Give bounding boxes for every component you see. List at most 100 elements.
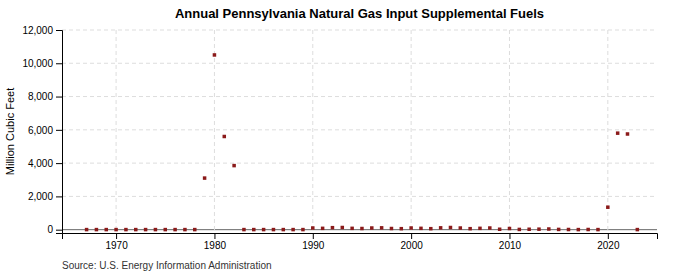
- grid-line-y: [62, 196, 657, 197]
- point: [390, 227, 394, 231]
- tick-mark: [56, 97, 62, 98]
- point: [105, 228, 109, 232]
- tick-label: 2,000: [28, 191, 53, 202]
- tick-label: 0: [47, 224, 53, 235]
- points: [85, 53, 639, 231]
- grid-line-y: [62, 129, 657, 130]
- grid-line-y: [62, 163, 657, 164]
- tick: 1990: [302, 233, 325, 251]
- point: [242, 228, 246, 232]
- point: [557, 228, 561, 232]
- tick: 2000: [401, 233, 424, 251]
- point: [173, 228, 177, 232]
- point: [341, 226, 345, 230]
- tick-label: 1970: [105, 240, 128, 251]
- point: [232, 164, 236, 168]
- tick-label: 1980: [204, 240, 227, 251]
- tick: 0: [47, 224, 62, 235]
- point: [311, 226, 315, 230]
- tick-label: 2020: [597, 240, 620, 251]
- tick-mark: [313, 233, 314, 239]
- point: [262, 228, 266, 232]
- grid-line-x: [214, 30, 215, 233]
- point: [134, 228, 138, 232]
- point: [193, 228, 197, 232]
- point: [488, 226, 492, 230]
- point: [400, 227, 404, 231]
- point: [223, 135, 227, 139]
- point: [124, 228, 128, 232]
- tick-mark: [56, 30, 62, 31]
- point: [114, 228, 118, 232]
- tick-mark: [214, 233, 215, 239]
- tick-label: 12,000: [22, 25, 53, 36]
- point: [508, 227, 512, 231]
- point: [537, 227, 541, 231]
- point: [547, 227, 551, 231]
- grid-line-y: [62, 63, 657, 64]
- tick-label: 2000: [401, 240, 424, 251]
- tick-mark: [56, 196, 62, 197]
- point: [380, 226, 384, 230]
- point: [85, 228, 89, 232]
- point: [468, 227, 472, 231]
- tick: 6,000: [28, 125, 62, 136]
- grid-line-y: [62, 96, 657, 97]
- point: [409, 226, 413, 230]
- tick-mark: [608, 233, 609, 239]
- point: [95, 228, 99, 232]
- point: [527, 228, 531, 232]
- tick: 4,000: [28, 158, 62, 169]
- y-axis: 0 2,000 4,000 6,000 8,000 10,000 12,000: [22, 25, 62, 236]
- point: [252, 228, 256, 232]
- point: [360, 227, 364, 231]
- tick-label: 1990: [302, 240, 325, 251]
- point: [331, 226, 335, 230]
- tick-mark: [411, 233, 412, 239]
- point: [183, 228, 187, 232]
- tick-mark: [56, 230, 62, 231]
- tick: 1980: [204, 233, 227, 251]
- tick-mark: [56, 163, 62, 164]
- tick: 2010: [499, 233, 522, 251]
- grid-line-y: [62, 30, 657, 31]
- tick: 2,000: [28, 191, 62, 202]
- tick-label: 4,000: [28, 158, 53, 169]
- grid-line-x: [607, 30, 608, 233]
- chart: 1970 1980 1990 2000 2010 2020 0 2,000 4,000 6,000…: [0, 0, 675, 275]
- tick-mark: [56, 63, 62, 64]
- point: [449, 226, 453, 230]
- tick: 8,000: [28, 91, 62, 102]
- tick-mark: [509, 233, 510, 239]
- tick: 1970: [105, 233, 128, 251]
- plot-area: 1970 1980 1990 2000 2010 2020 0 2,000 4,000 6,000…: [22, 25, 657, 251]
- y-axis-label: Million Cubic Feet: [4, 88, 16, 175]
- point: [518, 228, 522, 232]
- tick-label: 2010: [499, 240, 522, 251]
- point: [164, 228, 168, 232]
- grid-line-x: [116, 30, 117, 233]
- point: [596, 228, 600, 232]
- point: [616, 131, 620, 135]
- annotation: Source: U.S. Energy Information Administ…: [62, 260, 272, 271]
- point: [291, 228, 295, 232]
- point: [370, 226, 374, 230]
- tick: 12,000: [22, 25, 62, 36]
- tick-label: 10,000: [22, 58, 53, 69]
- title: Annual Pennsylvania Natural Gas Input Su…: [175, 6, 544, 21]
- tick-mark: [56, 130, 62, 131]
- point: [301, 228, 305, 232]
- x-axis: 1970 1980 1990 2000 2010 2020: [63, 233, 658, 251]
- point: [144, 228, 148, 232]
- point: [606, 205, 610, 209]
- point: [626, 132, 630, 136]
- point: [459, 226, 463, 230]
- tick-label: 8,000: [28, 91, 53, 102]
- point: [272, 228, 276, 232]
- grid-line-x: [411, 30, 412, 233]
- point: [321, 227, 325, 231]
- point: [498, 228, 502, 232]
- grid-line-x: [509, 30, 510, 233]
- point: [203, 176, 207, 180]
- tick: 10,000: [22, 58, 62, 69]
